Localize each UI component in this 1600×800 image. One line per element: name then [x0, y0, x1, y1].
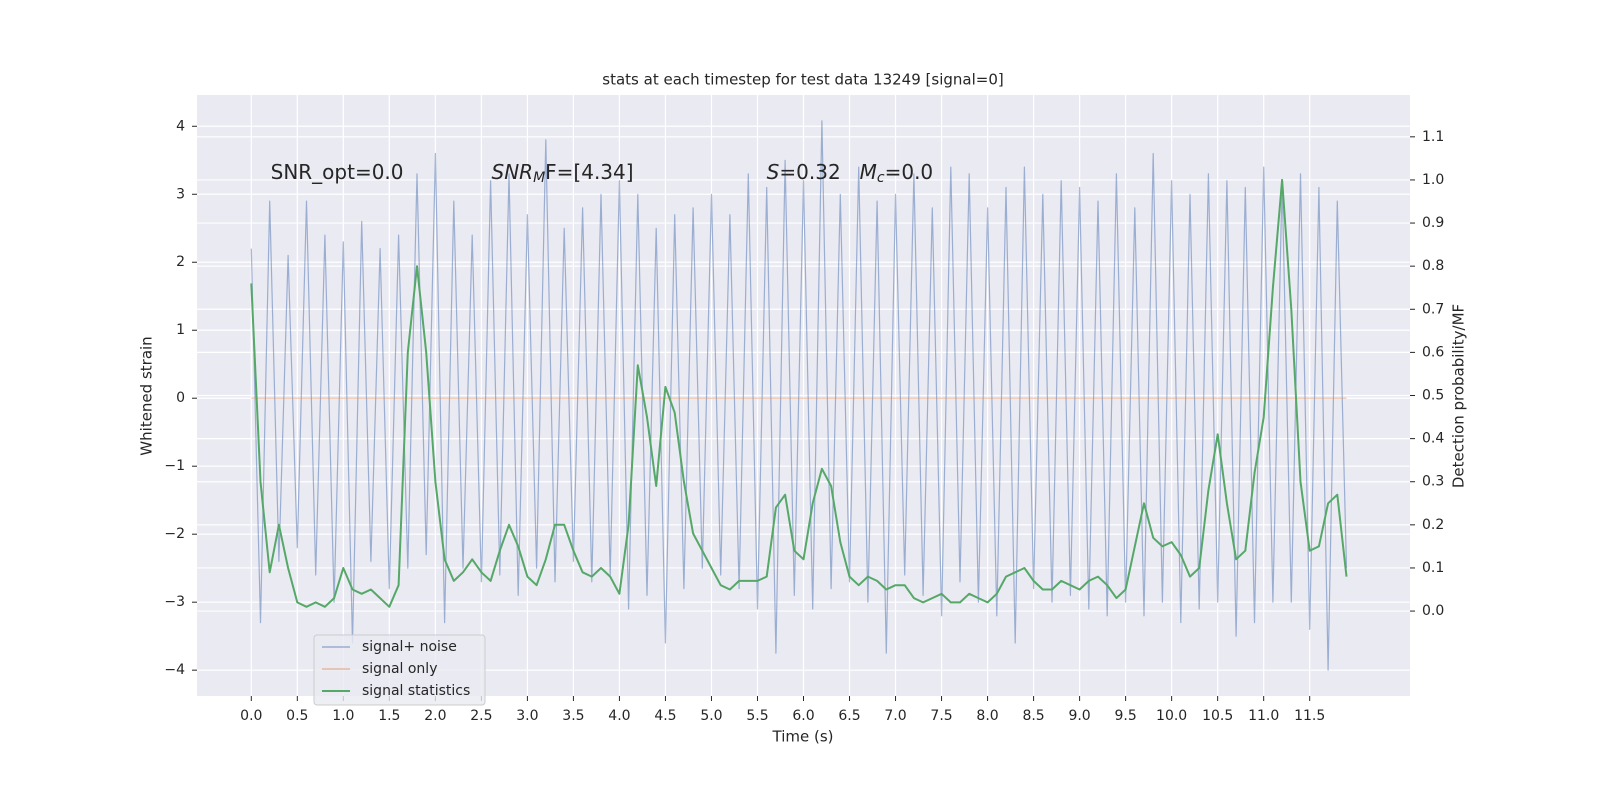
- x-tick-label: 2.5: [470, 708, 492, 724]
- annotation: SNRMF=[4.34]: [492, 160, 634, 187]
- y-tick-label: −4: [164, 662, 185, 678]
- annotation-part: M: [860, 160, 877, 184]
- y2-tick-label: 0.4: [1422, 431, 1444, 447]
- x-tick-label: 10.5: [1202, 708, 1233, 724]
- y2-tick-label: 0.3: [1422, 474, 1444, 490]
- annotation-part: =0.32: [779, 160, 840, 184]
- annotation-part: S: [767, 160, 780, 184]
- x-tick-label: 8.5: [1022, 708, 1044, 724]
- series-line: [250, 178, 1348, 608]
- x-tick-label: 1.5: [378, 708, 400, 724]
- y-tick-label: 2: [176, 254, 185, 270]
- series-line: [250, 120, 1348, 671]
- chart-title: stats at each timestep for test data 132…: [602, 71, 1003, 89]
- y2-tick-label: 0.0: [1422, 603, 1444, 619]
- annotation-part: =0.0: [885, 160, 934, 184]
- x-tick-label: 6.0: [792, 708, 814, 724]
- x-tick-label: 6.5: [838, 708, 860, 724]
- y-tick-label: 3: [176, 186, 185, 202]
- y-tick-label: 1: [176, 322, 185, 338]
- annotation-part: SNR_opt=0.0: [271, 160, 404, 184]
- y2-tick-label: 0.5: [1422, 388, 1444, 404]
- annotation-part: SNR: [492, 160, 534, 184]
- x-tick-label: 3.5: [562, 708, 584, 724]
- legend-box: [313, 634, 486, 706]
- x-tick-label: 9.0: [1068, 708, 1090, 724]
- x-tick-label: 7.5: [930, 708, 952, 724]
- annotation: Mc=0.0: [860, 160, 934, 187]
- x-tick-label: 4.0: [608, 708, 630, 724]
- x-tick-label: 9.5: [1114, 708, 1136, 724]
- x-tick-label: 7.0: [884, 708, 906, 724]
- y2-tick-label: 1.1: [1422, 129, 1444, 145]
- x-tick-label: 0.5: [286, 708, 308, 724]
- y-tick-label: 4: [176, 118, 185, 134]
- x-tick-label: 5.0: [700, 708, 722, 724]
- y2-tick-label: 0.9: [1422, 215, 1444, 231]
- x-tick-label: 3.0: [516, 708, 538, 724]
- y2-tick-label: 0.6: [1422, 344, 1444, 360]
- x-tick-label: 4.5: [654, 708, 676, 724]
- x-tick-label: 5.5: [746, 708, 768, 724]
- y2-tick-label: 1.0: [1422, 172, 1444, 188]
- legend-label: signal statistics: [362, 683, 470, 699]
- y-tick-label: 0: [176, 390, 185, 406]
- y-axis-label: Whitened strain: [138, 336, 156, 455]
- x-tick-label: 1.0: [332, 708, 354, 724]
- x-tick-label: 0.0: [240, 708, 262, 724]
- y-tick-label: −2: [164, 526, 185, 542]
- annotation-part: F=[4.34]: [545, 160, 633, 184]
- annotation: S=0.32: [767, 160, 841, 184]
- x-axis-label: Time (s): [772, 728, 834, 746]
- y2-tick-label: 0.1: [1422, 560, 1444, 576]
- annotation: SNR_opt=0.0: [271, 160, 404, 184]
- y2-tick-label: 0.2: [1422, 517, 1444, 533]
- y-tick-label: −1: [164, 458, 185, 474]
- y2-tick-label: 0.7: [1422, 301, 1444, 317]
- y2-axis-label: Detection probability/MF: [1450, 304, 1468, 488]
- x-tick-label: 11.5: [1294, 708, 1325, 724]
- legend-label: signal+ noise: [362, 639, 457, 655]
- y2-tick-label: 0.8: [1422, 258, 1444, 274]
- x-tick-label: 10.0: [1156, 708, 1187, 724]
- annotation-part: M: [533, 170, 545, 186]
- y-tick-label: −3: [164, 594, 185, 610]
- x-tick-label: 11.0: [1248, 708, 1279, 724]
- x-tick-label: 8.0: [976, 708, 998, 724]
- annotation-part: c: [877, 170, 885, 186]
- legend-label: signal only: [362, 661, 437, 677]
- x-tick-label: 2.0: [424, 708, 446, 724]
